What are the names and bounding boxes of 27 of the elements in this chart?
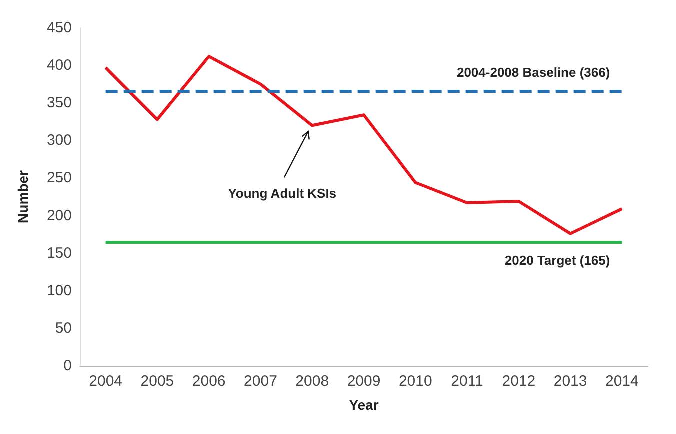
y-tick-label: 350 [46,94,72,112]
y-tick-label: 200 [46,207,72,224]
x-tick-label: 2006 [192,373,226,390]
y-tick-label: 150 [46,244,72,262]
y-tick-label: 300 [46,132,72,150]
y-tick-label: 0 [64,358,72,374]
x-tick-label: 2010 [398,373,432,390]
ref-line-label: 2020 Target (165) [504,253,610,268]
x-tick-label: 2005 [140,373,174,390]
x-axis-title: Year [349,397,380,413]
x-tick-label: 2007 [244,373,278,390]
x-tick-label: 2011 [451,373,484,390]
x-tick-label: 2004 [89,373,123,390]
x-tick-label: 2013 [554,373,588,390]
x-tick-label: 2014 [605,373,639,390]
x-tick-label: 2009 [347,373,381,390]
annotation: Young Adult KSIs [228,186,337,202]
y-tick-label: 400 [46,57,72,74]
x-tick-label: 2008 [296,373,330,390]
x-tick-label: 2012 [502,373,536,390]
line-series [104,55,624,236]
y-tick-label: 100 [46,282,72,300]
y-tick-label: 450 [46,20,72,36]
y-tick-label: 250 [46,170,72,187]
y-axis-title: Number [15,170,31,224]
y-tick-label: 50 [55,320,72,337]
ref-line-label: 2004-2008 Baseline (366) [456,65,610,80]
